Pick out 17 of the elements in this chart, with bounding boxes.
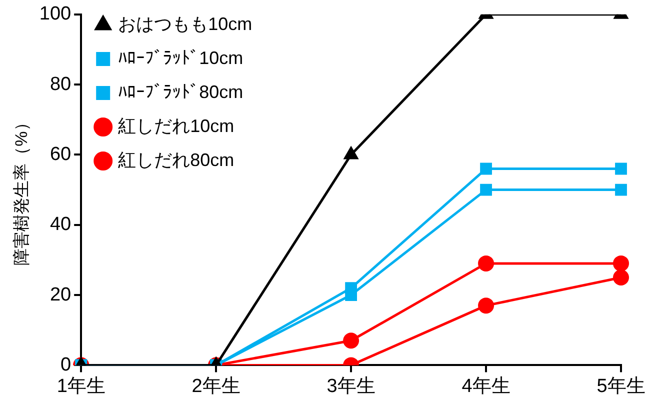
x-tick-label: 3年生	[326, 376, 376, 397]
y-tick-label: 80	[50, 74, 72, 95]
legend-label: ﾊﾛｰﾌﾞﾗｯﾄﾞ80cm	[118, 82, 244, 102]
legend-label: 紅しだれ10cm	[118, 116, 234, 136]
x-tick-label: 4年生	[462, 376, 510, 397]
x-tick-label: 1年生	[56, 376, 106, 397]
y-tick-label: 60	[50, 144, 72, 165]
y-tick-label: 20	[50, 284, 72, 306]
x-tick-label: 2年生	[192, 376, 240, 397]
y-tick-label: 0	[60, 354, 72, 376]
x-tick-label: 5年生	[596, 376, 646, 397]
y-axis-title: 障害樹発生率（%）	[12, 114, 31, 266]
legend-label: ﾊﾛｰﾌﾞﾗｯﾄﾞ10cm	[118, 48, 244, 68]
y-tick-label: 100	[39, 4, 72, 25]
y-tick-label: 40	[50, 214, 72, 236]
legend-label: おはつもも10cm	[118, 14, 252, 34]
legend-label: 紅しだれ80cm	[118, 150, 234, 170]
